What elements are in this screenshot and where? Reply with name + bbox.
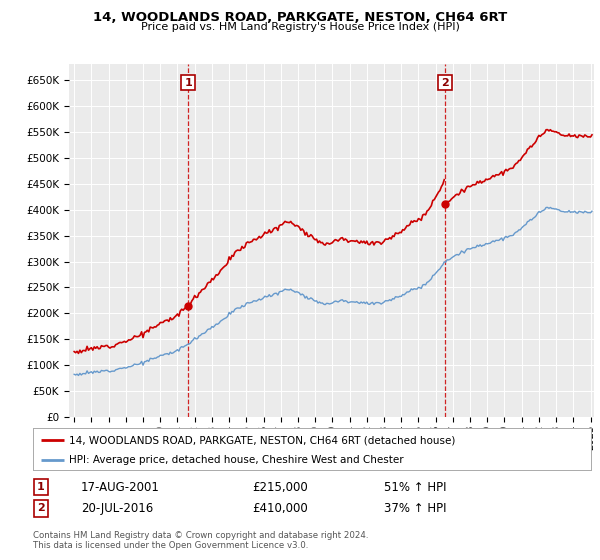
Text: 51% ↑ HPI: 51% ↑ HPI [384, 480, 446, 494]
Text: 2: 2 [37, 503, 44, 514]
Text: Price paid vs. HM Land Registry's House Price Index (HPI): Price paid vs. HM Land Registry's House … [140, 22, 460, 32]
Text: 1: 1 [184, 77, 192, 87]
Text: Contains HM Land Registry data © Crown copyright and database right 2024.
This d: Contains HM Land Registry data © Crown c… [33, 531, 368, 550]
Text: 20-JUL-2016: 20-JUL-2016 [81, 502, 153, 515]
Text: 2: 2 [441, 77, 449, 87]
Text: £215,000: £215,000 [252, 480, 308, 494]
Text: 1: 1 [37, 482, 44, 492]
Text: 37% ↑ HPI: 37% ↑ HPI [384, 502, 446, 515]
Text: 14, WOODLANDS ROAD, PARKGATE, NESTON, CH64 6RT: 14, WOODLANDS ROAD, PARKGATE, NESTON, CH… [93, 11, 507, 24]
Text: HPI: Average price, detached house, Cheshire West and Chester: HPI: Average price, detached house, Ches… [69, 455, 404, 465]
Text: 17-AUG-2001: 17-AUG-2001 [81, 480, 160, 494]
Text: 14, WOODLANDS ROAD, PARKGATE, NESTON, CH64 6RT (detached house): 14, WOODLANDS ROAD, PARKGATE, NESTON, CH… [69, 435, 455, 445]
Text: £410,000: £410,000 [252, 502, 308, 515]
